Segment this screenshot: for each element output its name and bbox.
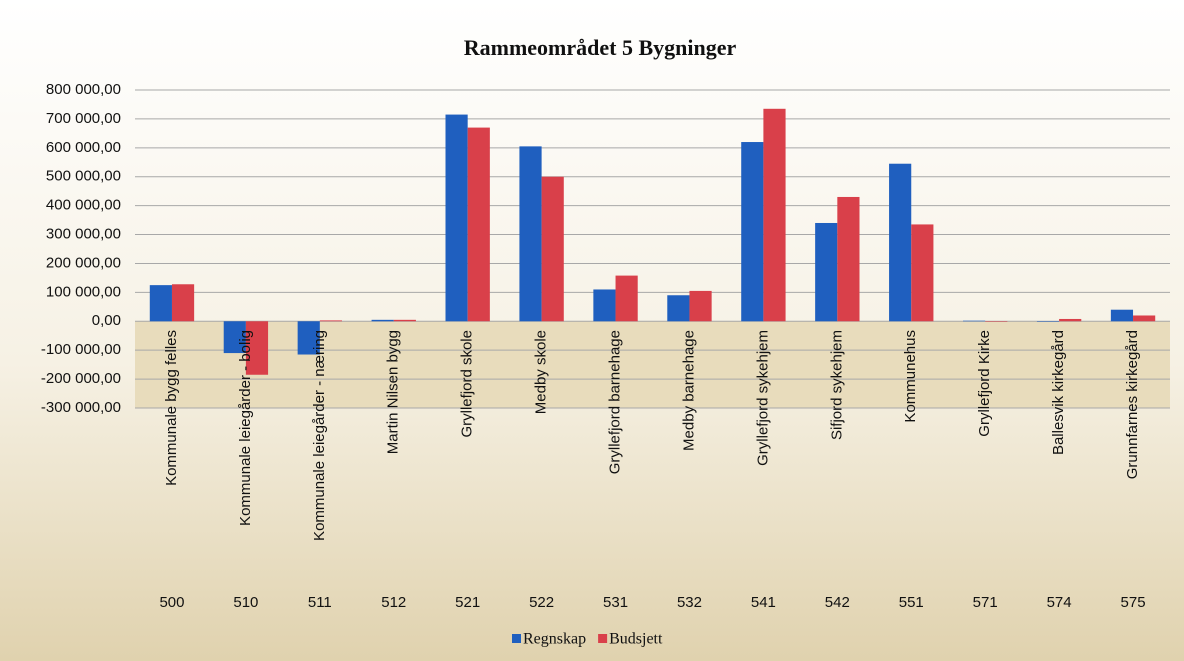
negative-area	[135, 321, 1170, 408]
x-code-label: 575	[1121, 594, 1146, 611]
x-tick-label: Gryllefjord Kirke	[976, 330, 993, 437]
bar	[667, 295, 690, 322]
y-tick-label: 0,00	[92, 312, 121, 329]
x-tick-label: Martin Nilsen bygg	[385, 330, 402, 454]
y-tick-label: 100 000,00	[46, 283, 121, 300]
bar	[297, 321, 320, 355]
bar	[393, 319, 416, 322]
x-code-label: 571	[973, 594, 998, 611]
x-tick-label: Kommunale leiegårder - bolig	[237, 330, 254, 526]
x-code-label: 500	[159, 594, 184, 611]
bar	[763, 108, 786, 322]
bar	[171, 284, 195, 322]
bar	[319, 320, 342, 322]
x-code-label: 510	[233, 594, 258, 611]
x-code-label: 542	[825, 594, 850, 611]
legend-label: Budsjett	[609, 631, 663, 648]
y-tick-label: -300 000,00	[41, 399, 121, 416]
legend-label: Regnskap	[523, 631, 586, 648]
chart-title: Rammeområdet 5 Bygninger	[464, 35, 737, 60]
x-tick-label: Ballesvik kirkegård	[1050, 330, 1067, 455]
bar	[1059, 318, 1082, 322]
y-tick-label: 700 000,00	[46, 110, 121, 127]
x-tick-label: Sifjord sykehjem	[828, 330, 845, 440]
y-tick-label: 600 000,00	[46, 139, 121, 156]
x-tick-label: Gryllefjord barnehage	[607, 330, 624, 474]
bar	[889, 163, 912, 322]
y-tick-label: -100 000,00	[41, 341, 121, 358]
bar	[1110, 309, 1134, 322]
bar	[371, 319, 394, 322]
bar	[593, 289, 616, 322]
bar	[985, 321, 1008, 322]
bar	[837, 196, 860, 322]
bar	[741, 142, 764, 322]
x-tick-label: Kommunale leiegårder - næring	[311, 330, 328, 541]
x-code-label: 511	[308, 594, 332, 611]
bar	[963, 320, 986, 322]
x-code-label: 522	[529, 594, 554, 611]
bar	[245, 321, 269, 375]
x-tick-label: Grunnfarnes kirkegård	[1124, 330, 1141, 479]
y-tick-label: 500 000,00	[46, 168, 121, 185]
bar	[519, 146, 542, 322]
x-tick-label: Gryllefjord sykehjem	[754, 330, 771, 466]
bar	[615, 275, 638, 322]
x-code-label: 532	[677, 594, 702, 611]
x-code-label: 531	[603, 594, 628, 611]
bar	[223, 321, 246, 354]
y-tick-label: 800 000,00	[46, 81, 121, 98]
y-tick-label: 400 000,00	[46, 197, 121, 214]
bar	[1036, 321, 1060, 322]
x-code-label: 541	[751, 594, 776, 611]
bar	[445, 114, 468, 322]
x-tick-label: Kommunehus	[902, 330, 919, 423]
x-code-label: 551	[899, 594, 924, 611]
legend-swatch	[512, 634, 521, 643]
y-tick-label: 200 000,00	[46, 254, 121, 271]
x-tick-label: Gryllefjord skole	[459, 330, 476, 438]
x-tick-label: Medby barnehage	[680, 330, 697, 451]
x-tick-label: Medby skole	[533, 330, 550, 414]
x-code-label: 512	[381, 594, 406, 611]
bar	[815, 222, 838, 322]
bar	[541, 176, 564, 322]
y-tick-label: 300 000,00	[46, 226, 121, 243]
bar	[1133, 315, 1156, 322]
x-tick-label: Kommunale bygg felles	[163, 330, 180, 486]
x-code-label: 574	[1047, 594, 1072, 611]
y-tick-label: -200 000,00	[41, 370, 121, 387]
bar	[149, 285, 172, 322]
bar	[689, 290, 712, 322]
legend-swatch	[598, 634, 608, 643]
bar	[911, 224, 934, 322]
x-code-label: 521	[455, 594, 480, 611]
bar	[467, 127, 490, 322]
